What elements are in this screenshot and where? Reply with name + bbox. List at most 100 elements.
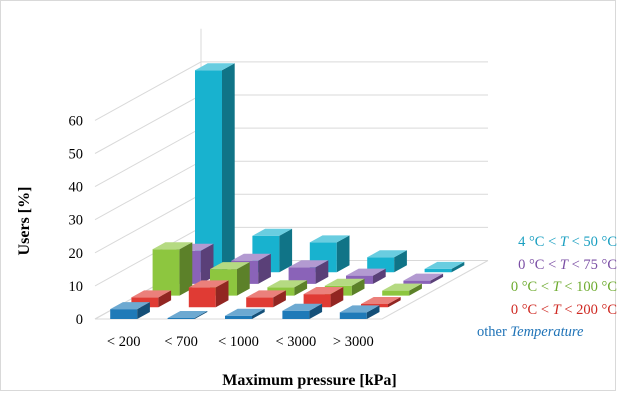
bar-top xyxy=(403,273,444,281)
bar-top xyxy=(252,228,293,236)
bar-side xyxy=(315,260,329,284)
y-tick-label: 30 xyxy=(69,213,84,229)
bar-side xyxy=(394,250,407,273)
bar xyxy=(152,242,193,296)
bar-top xyxy=(110,302,150,310)
bar-side xyxy=(252,308,265,319)
x-axis: < 200 < 700 < 1000 < 3000 > 3000 xyxy=(107,334,374,350)
bar xyxy=(367,250,407,273)
y-tick-label: 40 xyxy=(69,180,84,196)
gridline xyxy=(94,127,488,188)
bar xyxy=(131,290,172,308)
bar-top xyxy=(424,261,465,269)
bar-side xyxy=(366,305,380,319)
bar-top xyxy=(195,63,235,71)
bar-top xyxy=(188,280,229,288)
legend-item: 0 °C < T < 100 °C xyxy=(477,276,617,299)
series-bars xyxy=(131,280,401,308)
bar xyxy=(339,305,380,319)
bar-side xyxy=(294,280,308,296)
y-tick-label: 0 xyxy=(76,312,83,328)
bar-side xyxy=(222,63,235,273)
y-tick-label: 50 xyxy=(69,147,84,163)
bar-side xyxy=(158,290,172,308)
legend-item-suffix: < 100 °C xyxy=(560,279,617,295)
bars xyxy=(110,63,465,319)
bar xyxy=(382,283,422,296)
bar xyxy=(195,63,235,273)
bar-side xyxy=(179,242,193,296)
bar-front xyxy=(339,312,367,319)
y-tick-label: 20 xyxy=(69,246,84,262)
legend-item: other Temperature xyxy=(477,321,617,344)
bar-top xyxy=(210,262,250,270)
legend-item-prefix: 0 °C < xyxy=(510,279,553,295)
gridline xyxy=(94,94,488,154)
gridline xyxy=(94,160,488,221)
bar-side xyxy=(273,290,286,308)
bar xyxy=(424,261,465,273)
bar-side xyxy=(373,268,386,284)
series-bars xyxy=(110,302,380,319)
bar-side xyxy=(194,311,208,319)
bar-top xyxy=(382,283,422,291)
legend-item-prefix: 0 °C < xyxy=(510,301,553,318)
bar-top xyxy=(367,250,407,258)
legend: 4 °C < T < 50 °C 0 °C < T < 75 °C 0 °C < T… xyxy=(477,231,617,344)
bar-side xyxy=(279,228,293,273)
legend-item: 0 °C < T < 75 °C xyxy=(477,254,617,277)
bar-top xyxy=(303,287,344,295)
bar-front xyxy=(403,280,431,284)
bar-top xyxy=(309,235,350,243)
bar-front xyxy=(382,290,410,296)
legend-item-suffix: < 200 °C xyxy=(560,301,617,318)
bar xyxy=(403,273,444,284)
legend-item-variable: T xyxy=(552,279,561,295)
bar xyxy=(167,311,208,319)
bar-front xyxy=(424,268,452,273)
bar-front xyxy=(288,267,316,284)
y-axis: 0 10 20 30 40 50 60 xyxy=(69,113,84,328)
legend-item-prefix: 0 °C < xyxy=(518,256,560,273)
bar-top xyxy=(167,311,208,318)
x-tick-label: < 3000 xyxy=(275,334,316,350)
bar-top xyxy=(324,278,365,286)
bar-side xyxy=(258,253,271,284)
bar xyxy=(225,308,265,319)
bar xyxy=(246,290,286,308)
y-tick-label: 60 xyxy=(69,113,84,129)
legend-item-variable: T xyxy=(559,234,568,250)
bar-side xyxy=(237,262,250,296)
bar-front xyxy=(152,249,180,296)
bar-top xyxy=(267,280,308,288)
bar-front xyxy=(195,70,222,273)
bar-top xyxy=(339,305,380,313)
bar-front xyxy=(188,287,216,308)
legend-item-suffix: < 75 °C xyxy=(567,256,617,273)
x-axis-title: Maximum pressure [kPa] xyxy=(222,372,397,389)
legend-item-variable: Temperature xyxy=(510,324,584,340)
legend-item-suffix: < 50 °C xyxy=(567,234,617,250)
bar-side xyxy=(388,297,401,308)
bar-front xyxy=(246,297,274,308)
bar xyxy=(188,280,229,308)
bar-front xyxy=(367,257,395,273)
legend-item: 4 °C < T < 50 °C xyxy=(477,231,617,254)
bar xyxy=(282,303,323,319)
bar-top xyxy=(246,290,286,298)
bar-side xyxy=(409,283,422,296)
bar-top xyxy=(282,303,323,311)
bar-top xyxy=(225,308,265,316)
legend-item-variable: T xyxy=(552,301,561,318)
y-axis-title-container: Users [%] xyxy=(15,151,35,291)
bar-top xyxy=(131,290,172,298)
x-tick-label: > 3000 xyxy=(333,334,374,350)
series-bars xyxy=(195,63,465,273)
y-axis-title: Users [%] xyxy=(16,186,33,256)
bar-side xyxy=(451,261,465,273)
bar-side xyxy=(330,287,344,308)
bar-side xyxy=(309,303,323,319)
legend-item-prefix: other xyxy=(477,324,511,340)
